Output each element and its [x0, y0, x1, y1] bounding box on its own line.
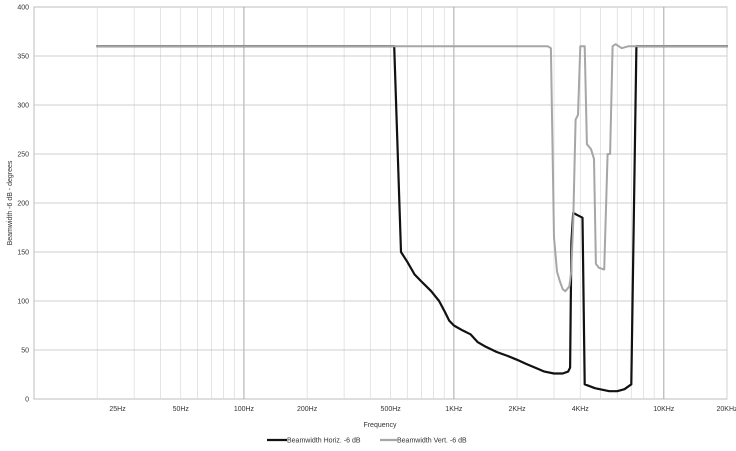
- x-tick-label: 25Hz: [109, 406, 126, 413]
- legend-label-horiz: Beamwidth Horiz. -6 dB: [287, 438, 361, 445]
- x-tick-label: 10KHz: [653, 406, 675, 413]
- x-tick-label: 500Hz: [381, 406, 402, 413]
- y-tick-label: 100: [17, 299, 29, 306]
- series-line-horiz: [96, 45, 729, 393]
- y-axis-title: Beamwidth -6 dB - degrees: [7, 160, 14, 245]
- series-lines: [96, 43, 729, 393]
- y-tick-label: 50: [21, 348, 29, 355]
- y-axis-ticks: 0 50 100 150 200 250 300 350 400: [17, 5, 29, 404]
- y-tick-label: 0: [25, 397, 29, 404]
- x-tick-label: 50Hz: [173, 406, 190, 413]
- x-tick-label: 200Hz: [297, 406, 318, 413]
- y-tick-label: 250: [17, 152, 29, 159]
- x-tick-label: 2KHz: [509, 406, 527, 413]
- y-tick-label: 400: [17, 5, 29, 12]
- x-tick-label: 100Hz: [234, 406, 255, 413]
- y-tick-label: 350: [17, 54, 29, 61]
- series-line-vert: [96, 43, 728, 293]
- x-tick-label: 1KHz: [445, 406, 463, 413]
- legend: Beamwidth Horiz. -6 dB Beamwidth Vert. -…: [267, 438, 467, 445]
- y-tick-label: 300: [17, 103, 29, 110]
- x-tick-label: 20KHz: [716, 406, 736, 413]
- x-axis-ticks: 25Hz 50Hz 100Hz 200Hz 500Hz 1KHz 2KHz 4KHz 10KHz…: [109, 406, 736, 413]
- y-tick-label: 150: [17, 250, 29, 257]
- legend-label-vert: Beamwidth Vert. -6 dB: [397, 438, 467, 445]
- y-tick-label: 200: [17, 201, 29, 208]
- x-tick-label: 4KHz: [572, 406, 590, 413]
- x-axis-title: Frequency: [363, 422, 397, 429]
